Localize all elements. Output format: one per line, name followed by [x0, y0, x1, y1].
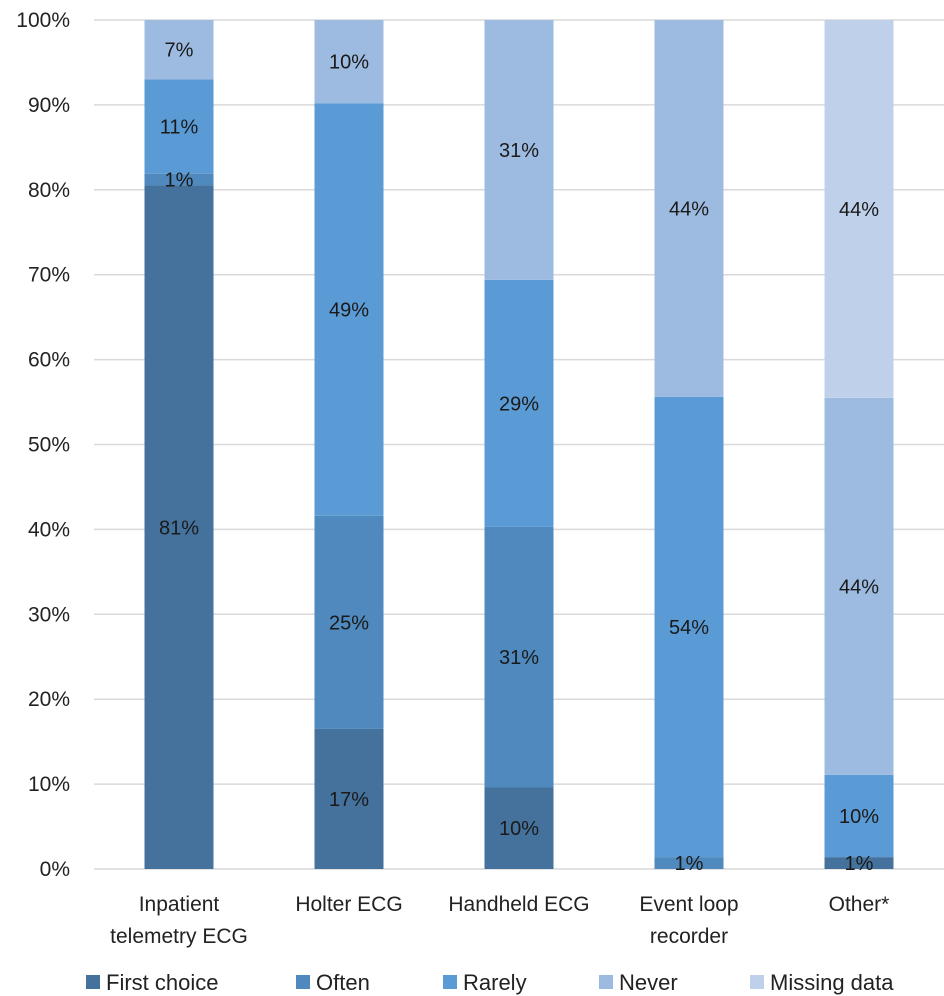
- bar-segment: [144, 173, 214, 186]
- bar-segment: [824, 857, 894, 869]
- bar-segment: [824, 397, 894, 775]
- y-tick-label: 100%: [16, 9, 70, 32]
- bar-segment: [484, 20, 554, 280]
- bar-segment: [484, 787, 554, 869]
- bar-segment: [314, 515, 384, 729]
- bar-segment: [144, 185, 214, 869]
- x-category-label: Other*: [829, 893, 890, 916]
- bar-segment: [654, 857, 724, 869]
- y-tick-label: 50%: [28, 434, 70, 457]
- x-category-label: Handheld ECG: [448, 893, 589, 916]
- data-label: 49%: [329, 300, 369, 322]
- data-label: 1%: [675, 853, 704, 875]
- bar-segment: [314, 103, 384, 516]
- legend-swatch: [86, 975, 100, 989]
- y-tick-label: 20%: [28, 688, 70, 711]
- legend-label: First choice: [106, 970, 218, 995]
- data-label: 31%: [499, 140, 539, 162]
- y-tick-label: 10%: [28, 773, 70, 796]
- y-tick-label: 0%: [40, 858, 70, 881]
- y-axis: 0% 10% 20% 30% 40% 50% 60% 70% 80% 90% 100%: [16, 9, 70, 881]
- bar-segment: [484, 279, 554, 527]
- bar-segment: [824, 774, 894, 858]
- legend-swatch: [750, 975, 764, 989]
- x-category-label: Holter ECG: [295, 893, 402, 916]
- x-axis: Inpatient telemetry ECG Holter ECG Handheld…: [110, 893, 889, 948]
- data-labels: 81% 1% 11% 7% 17% 25% 49% 10% 10% 31% 29% 31% 1% 54% 4…: [159, 40, 879, 875]
- data-label: 81%: [159, 517, 199, 539]
- bar-segment: [484, 526, 554, 788]
- bar-segment: [144, 20, 214, 80]
- bar-segment: [314, 728, 384, 869]
- bars: [144, 20, 894, 869]
- data-label: 44%: [839, 199, 879, 221]
- data-label: 54%: [669, 617, 709, 639]
- data-label: 25%: [329, 612, 369, 634]
- legend-label: Rarely: [463, 970, 527, 995]
- bar-segment: [654, 396, 724, 858]
- legend-swatch: [599, 975, 613, 989]
- legend-label: Never: [619, 970, 678, 995]
- data-label: 44%: [669, 198, 709, 220]
- data-label: 10%: [839, 806, 879, 828]
- y-tick-label: 30%: [28, 603, 70, 626]
- data-label: 11%: [160, 117, 199, 139]
- data-label: 1%: [165, 170, 194, 192]
- x-category-label: Inpatient: [139, 893, 220, 916]
- y-tick-label: 90%: [28, 94, 70, 117]
- x-category-label: telemetry ECG: [110, 925, 248, 948]
- x-category-label: Event loop: [639, 893, 738, 916]
- legend-swatch: [443, 975, 457, 989]
- data-label: 17%: [329, 789, 369, 811]
- data-label: 29%: [499, 393, 539, 415]
- bar-segment: [314, 20, 384, 104]
- legend: First choice Often Rarely Never Missing data: [86, 970, 894, 995]
- bar-segment: [654, 20, 724, 397]
- bar-segment: [144, 79, 214, 174]
- y-tick-label: 70%: [28, 264, 70, 287]
- data-label: 7%: [165, 40, 194, 62]
- data-label: 10%: [499, 818, 539, 840]
- y-tick-label: 60%: [28, 349, 70, 372]
- legend-label: Often: [316, 970, 370, 995]
- data-label: 1%: [845, 853, 874, 875]
- x-category-label: recorder: [650, 925, 728, 948]
- legend-swatch: [296, 975, 310, 989]
- data-label: 31%: [499, 647, 539, 669]
- y-tick-label: 40%: [28, 518, 70, 541]
- data-label: 44%: [839, 576, 879, 598]
- legend-label: Missing data: [770, 970, 894, 995]
- data-label: 10%: [329, 52, 369, 74]
- y-tick-label: 80%: [28, 179, 70, 202]
- bar-segment: [824, 20, 894, 398]
